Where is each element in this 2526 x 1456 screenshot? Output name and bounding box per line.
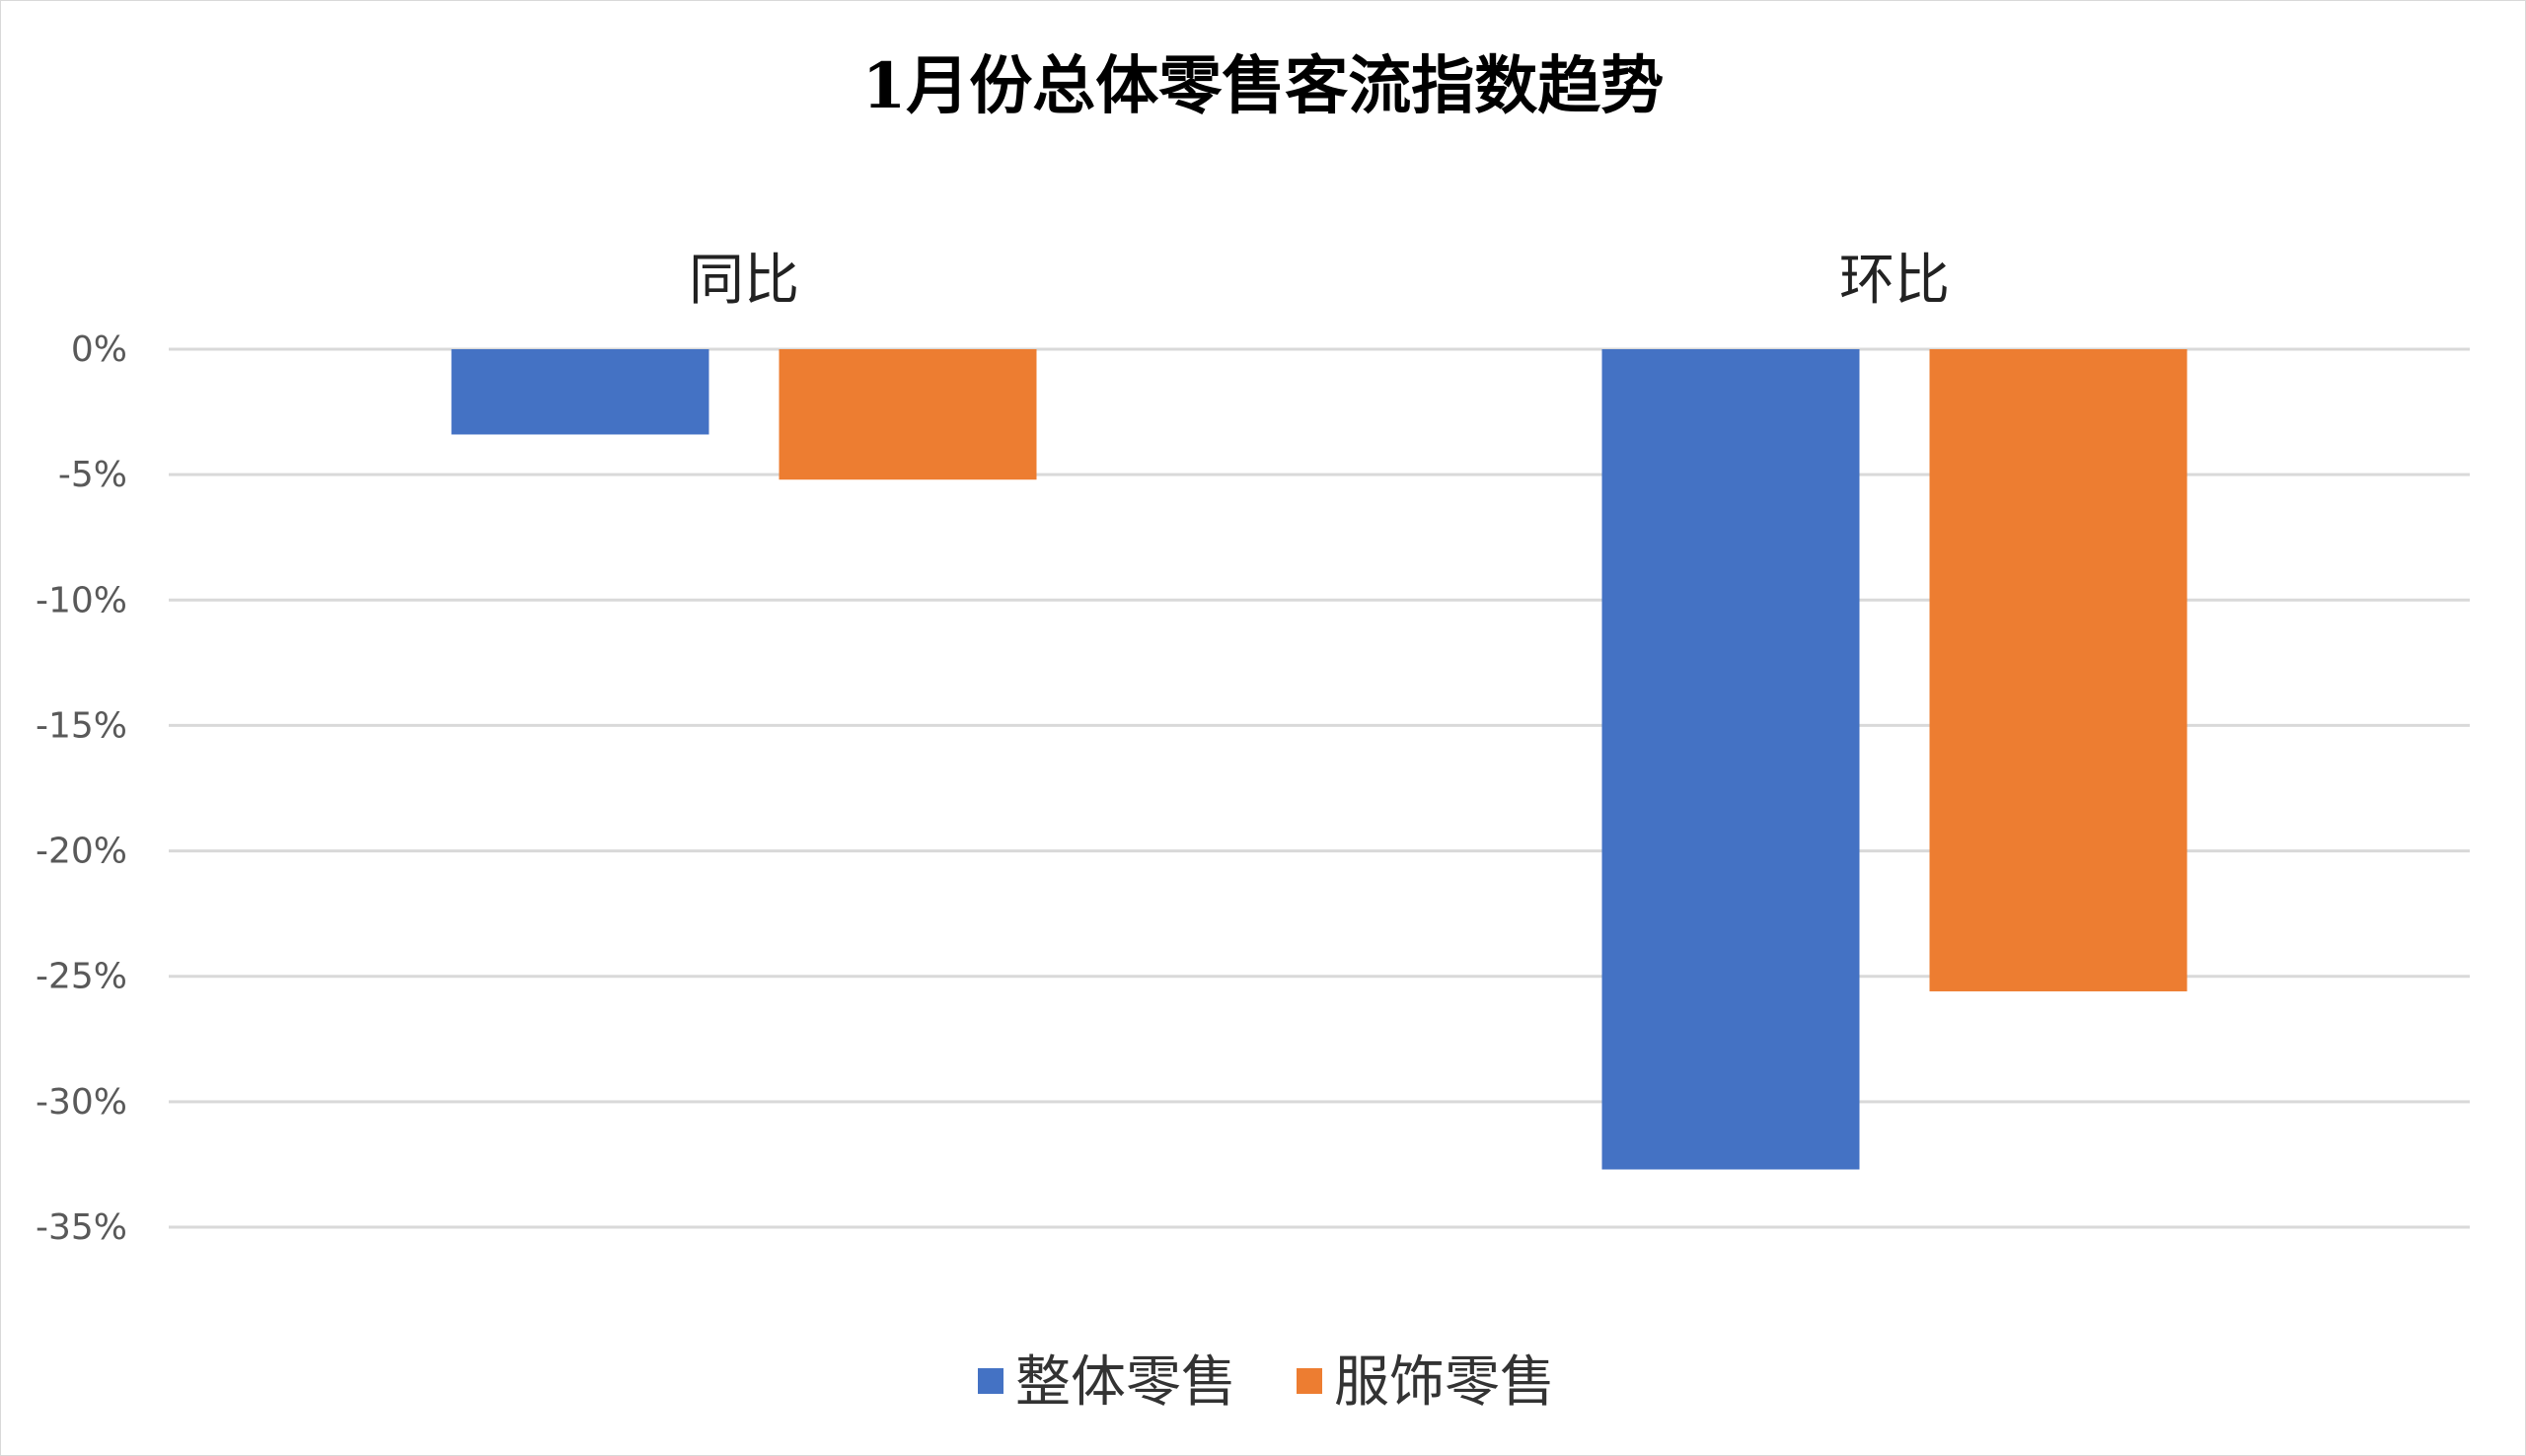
y-tick-label: -15% [36, 705, 127, 746]
bar [779, 349, 1037, 480]
y-tick-label: -30% [36, 1082, 127, 1123]
chart-title: 1月份总体零售客流指数趋势 [862, 49, 1665, 123]
y-tick-label: -20% [36, 832, 127, 872]
y-tick-label: -5% [58, 455, 127, 495]
legend-swatch [1297, 1368, 1322, 1394]
legend: 整体零售 服饰零售 [978, 1350, 1555, 1415]
bar [1929, 349, 2188, 991]
y-tick-label: -10% [36, 580, 127, 620]
bars [451, 349, 2188, 1170]
category-label: 同比 [689, 249, 799, 313]
bar [1601, 349, 1860, 1170]
category-labels: 同比 环比 [689, 249, 1950, 313]
bar [451, 349, 709, 435]
y-tick-label: -25% [36, 957, 127, 997]
y-tick-label: 0% [71, 329, 127, 370]
category-label: 环比 [1839, 249, 1950, 313]
gridlines [169, 347, 2470, 1229]
y-tick-label: -35% [36, 1207, 127, 1248]
y-axis-tick-labels: 0% -5% -10% -15% -20% -25% -30% -35% [36, 329, 127, 1248]
legend-label: 服饰零售 [1334, 1350, 1555, 1415]
legend-swatch [978, 1368, 1003, 1394]
legend-label: 整体零售 [1015, 1350, 1236, 1415]
